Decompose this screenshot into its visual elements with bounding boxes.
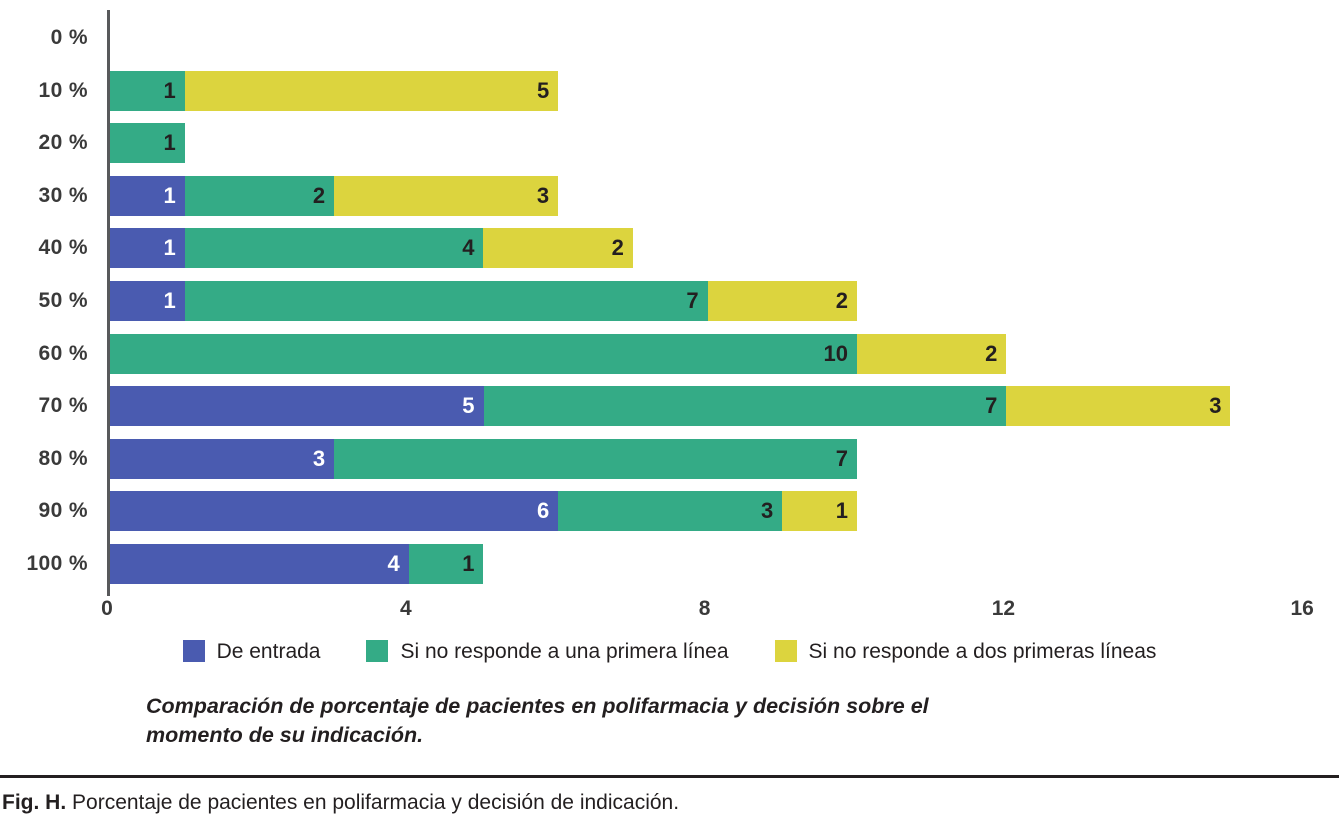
bar-row: 1 4 2 [110,228,633,269]
y-axis-tick-label: 30 % [38,183,88,207]
bar-segment-value: 6 [536,498,550,524]
bar-row: 6 3 1 [110,491,857,532]
x-axis-tick-label: 0 [101,597,113,620]
bar-segment-value: 1 [163,235,176,261]
bar-segment-value: 1 [163,77,176,103]
figure-caption-text: Porcentaje de pacientes en polifarmacia … [72,791,680,814]
y-axis-tick-label: 10 % [38,78,88,102]
bar-segment: 1 [110,281,185,321]
bar-segment-value: 2 [312,182,326,208]
bar-segment-value: 7 [835,445,848,471]
bar-segment-value: 10 [823,340,848,366]
bar-segment-value: 7 [686,288,699,313]
bar-segment-value: 1 [163,288,176,313]
bar-segment-value: 2 [835,288,848,313]
y-axis-tick-label: 50 % [38,289,88,312]
bar-segment: 1 [408,544,484,584]
bar-segment-value: 5 [536,77,550,103]
bar-segment-value: 2 [985,340,998,366]
bar-row: 1 [110,123,185,164]
y-axis-tick-label: 80 % [38,446,88,470]
y-axis-tick-label: 0 % [50,26,88,49]
bar-row: 1 7 2 [110,281,857,321]
bar-segment-value: 3 [1209,393,1222,419]
legend-label: Si no responde a una primera línea [400,639,729,663]
bar-segment: 3 [110,438,335,479]
x-axis-tick-label: 4 [399,597,412,620]
legend-item: De entrada [182,639,321,663]
y-axis-tick-label: 60 % [38,341,88,365]
bar-segment: 7 [184,281,708,321]
y-axis-tick-label: 40 % [38,236,88,260]
bar-segment: 4 [184,228,484,269]
bar-segment: 2 [483,228,633,269]
bar-segment-value: 7 [985,393,998,419]
x-axis-tick-label: 12 [991,597,1016,620]
bar-segment: 7 [483,386,1007,427]
bar-segment: 6 [110,491,559,532]
y-axis-tick-label: 20 % [38,131,88,155]
legend-swatch-icon [182,640,205,662]
plot-caption: Comparación de porcentaje de pacientes e… [146,694,929,748]
bar-segment: 2 [707,281,857,321]
bar-segment-value: 2 [611,235,624,261]
bar-segment: 5 [184,70,559,111]
bar-segment-value: 3 [761,498,774,524]
y-axis-line [107,10,110,596]
bar-segment-value: 4 [462,235,475,261]
bar-segment: 10 [110,333,857,374]
y-axis-tick-label: 100 % [26,552,88,575]
bar-segment: 3 [1006,386,1231,427]
bar-row: 10 2 [110,333,1007,374]
figure-label: Fig. H. [2,791,67,814]
legend-swatch-icon [366,640,389,662]
bar-segment: 1 [110,70,185,111]
legend-label: Si no responde a dos primeras líneas [808,639,1157,663]
legend-item: Si no responde a dos primeras líneas [774,639,1157,663]
bar-segment-value: 1 [163,182,176,208]
x-axis-tick-label: 8 [698,597,711,620]
bar-segment: 1 [110,123,185,164]
bar-segment: 2 [857,333,1007,374]
bar-segment-value: 1 [835,498,848,524]
legend-item: Si no responde a una primera línea [366,639,729,663]
bar-row: 1 2 3 [110,175,559,216]
bar-segment: 2 [184,175,335,216]
bar-segment: 4 [110,544,409,584]
bar-segment-value: 1 [462,551,475,576]
bar-segment-value: 5 [462,393,475,419]
y-axis-tick-label: 90 % [38,499,88,523]
chart-legend: De entrada Si no responde a una primera l… [0,640,1339,662]
bar-segment: 1 [782,491,857,532]
bar-segment: 1 [110,228,185,269]
x-axis-tick-label: 16 [1290,597,1314,620]
bar-segment-value: 4 [387,551,400,576]
bar-segment-value: 1 [163,130,176,156]
bar-segment-value: 3 [536,182,550,208]
legend-label: De entrada [216,639,321,663]
bar-segment: 3 [558,491,783,532]
bar-segment: 7 [334,438,857,479]
bar-segment: 1 [110,175,185,216]
figure-caption: Fig. H. Porcentaje de pacientes en polif… [2,790,1332,815]
bar-segment-value: 3 [312,445,326,471]
stacked-bar-chart: 0 % 10 % 20 % 30 % 40 % 50 % 60 % 70 % 80 % 90 % 1… [26,10,1314,619]
bar-row: 5 7 3 [110,386,1231,427]
figure-divider [0,775,1339,778]
legend-swatch-icon [774,640,797,662]
bar-segment: 3 [334,175,559,216]
y-axis-tick-label: 70 % [38,394,88,418]
bar-segment: 5 [110,386,484,427]
